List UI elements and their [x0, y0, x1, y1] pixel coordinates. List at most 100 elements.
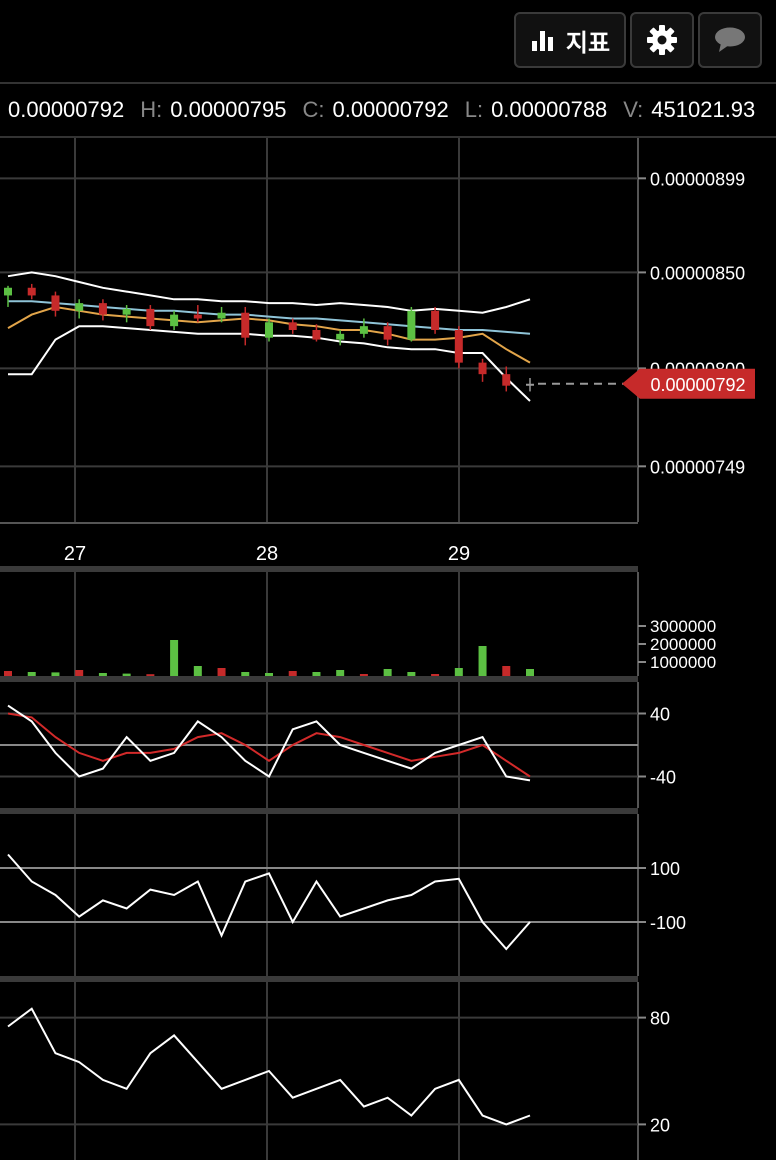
osc1-signal-line: [7, 712, 531, 778]
osc3-y-tick-label: 80: [650, 1009, 670, 1029]
osc3-line: [7, 1007, 531, 1126]
osc1-y-tick-label: -40: [650, 768, 676, 788]
candle-body: [75, 303, 84, 311]
oscillator-2-panel: 100 -100: [0, 814, 686, 976]
volume-bar: [170, 640, 179, 676]
candle-body: [431, 310, 440, 330]
gear-icon: [647, 25, 677, 55]
settings-button[interactable]: [630, 12, 694, 68]
candle-body: [4, 287, 12, 296]
close-key: C:: [302, 97, 325, 122]
volume-bar: [241, 672, 250, 676]
oscillator-1-panel: 40 -40: [0, 682, 676, 808]
candle-body: [454, 330, 463, 363]
low-key: L:: [464, 97, 484, 122]
candle-body: [146, 308, 155, 327]
ohlc-bar: 0.00000792 H: 0.00000795 C: 0.00000792 L…: [0, 82, 776, 138]
candle-body: [265, 322, 273, 338]
osc2-y-tick-label: 100: [650, 859, 680, 879]
oscillator-2-bg: [0, 814, 638, 976]
candle-body: [170, 314, 179, 327]
candle-body: [288, 322, 297, 330]
volume-y-tick-label: 3000000: [650, 617, 716, 636]
panel-separator: [0, 808, 638, 814]
panel-separator: [0, 976, 638, 982]
low-value: 0.00000788: [491, 97, 608, 122]
candle-body: [336, 333, 345, 340]
toolbar: 지표: [0, 0, 776, 82]
indicator-button[interactable]: 지표: [514, 12, 626, 68]
volume-bar: [193, 666, 202, 676]
chat-button[interactable]: [698, 12, 762, 68]
volume-y-tick-label: 1000000: [650, 653, 716, 672]
volume-bar: [122, 673, 131, 676]
volume-bar: [75, 670, 84, 676]
volume-bar: [146, 674, 155, 676]
osc1-y-tick-label: 40: [650, 705, 670, 725]
close-value: 0.00000792: [332, 97, 449, 122]
indicator-label: 지표: [565, 29, 611, 57]
x-tick-label: 29: [448, 543, 470, 565]
candle-body: [217, 312, 226, 319]
candle-body: [478, 362, 487, 375]
volume-bar: [51, 672, 60, 676]
volume-bar: [502, 666, 511, 676]
open-value: 0.00000792: [8, 97, 125, 122]
chat-bubble-icon: [715, 27, 745, 52]
price-bottom-border: [0, 522, 638, 524]
osc3-y-tick-label: 20: [650, 1115, 670, 1135]
candle-body: [122, 308, 131, 315]
candle-body: [27, 287, 36, 296]
candle-body: [359, 326, 368, 334]
price-y-tick-label: 0.00000850: [650, 263, 745, 283]
volume-bar: [4, 671, 12, 676]
volume-bar: [526, 669, 534, 676]
volume-bar: [312, 672, 321, 676]
volume-bg: [0, 572, 638, 676]
high-value: 0.00000795: [170, 97, 287, 122]
chart-area[interactable]: 0.000008990.000008500.000008000.00000749…: [0, 138, 776, 1160]
x-tick-label: 27: [64, 543, 86, 565]
volume-bar: [383, 669, 392, 676]
last-price-tag: [622, 368, 755, 399]
candle-body: [383, 326, 392, 340]
price-y-tick-label: 0.00000899: [650, 169, 745, 189]
price-y-tick-label: 0.00000749: [650, 457, 745, 477]
bar-chart-icon: [531, 31, 553, 51]
candle-body: [193, 314, 202, 319]
price-panel: 0.000008990.000008500.000008000.00000749…: [0, 138, 755, 565]
volume-bar: [27, 672, 36, 676]
candle-body: [51, 295, 60, 311]
volume-bar: [407, 672, 416, 676]
candle-body: [98, 303, 107, 315]
high-key: H:: [140, 97, 163, 122]
volume-bar: [98, 673, 107, 676]
x-tick-label: 28: [256, 543, 278, 565]
volume-bar: [336, 670, 345, 676]
candle-body: [502, 374, 511, 386]
candle-body: [312, 330, 321, 340]
oscillator-3-panel: 80 20: [0, 982, 670, 1160]
volume-bar: [359, 674, 368, 676]
osc2-y-tick-label: -100: [650, 913, 686, 933]
osc1-main-line: [7, 704, 531, 782]
osc2-line: [7, 853, 531, 951]
candle-body: [241, 312, 250, 338]
volume-bar: [454, 668, 463, 676]
candle-body: [407, 310, 416, 340]
volume-bar: [265, 673, 273, 676]
last-price-label: 0.00000792: [650, 375, 745, 395]
oscillator-3-bg: [0, 982, 638, 1160]
volume-y-tick-label: 2000000: [650, 635, 716, 654]
volume-bar: [217, 668, 226, 676]
volume-key: V:: [623, 97, 644, 122]
volume-bar: [288, 671, 297, 676]
panel-separator: [0, 566, 638, 572]
mid-ma-line: [8, 300, 531, 335]
volume-bar: [431, 674, 440, 676]
panel-separator: [0, 676, 638, 682]
volume-value: 451021.93: [651, 97, 756, 122]
candle-body: [526, 383, 534, 386]
volume-bar: [478, 646, 487, 676]
